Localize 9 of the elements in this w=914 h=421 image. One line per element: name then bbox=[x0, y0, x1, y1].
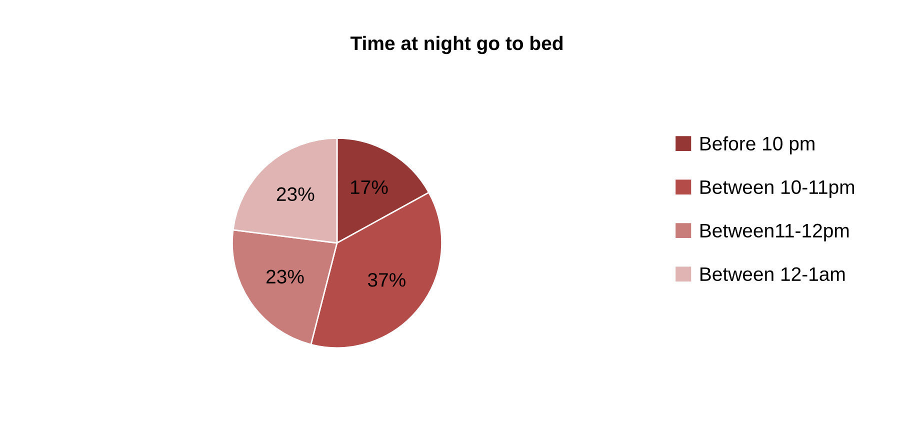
data-label: 23% bbox=[276, 187, 314, 202]
legend-label: Before 10 pm bbox=[700, 136, 814, 154]
legend-label: Between 12-1am bbox=[700, 267, 845, 282]
data-label: 37% bbox=[368, 272, 406, 287]
chart-title: Time at night go to bed bbox=[350, 36, 562, 54]
legend-label: Between 10-11pm bbox=[700, 180, 854, 198]
data-label: 17% bbox=[351, 180, 388, 194]
legend-label: Between11-12pm bbox=[700, 224, 849, 242]
data-label: 23% bbox=[266, 270, 304, 284]
